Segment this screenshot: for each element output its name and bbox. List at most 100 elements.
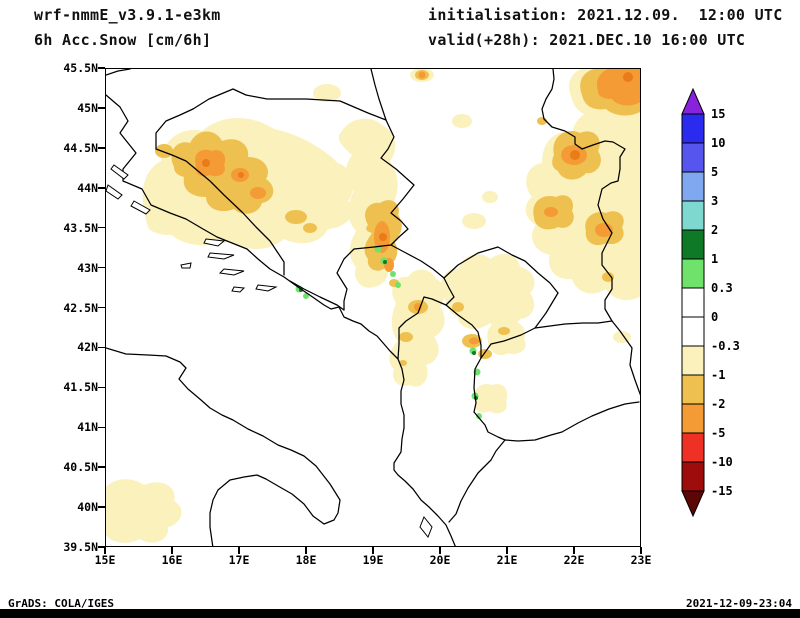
- snow-shading-orange: [195, 69, 640, 345]
- island: [255, 284, 278, 292]
- lat-tick-mark: [98, 386, 105, 389]
- snow-core: [238, 172, 244, 178]
- colorbar-segment: [681, 316, 705, 347]
- lon-tick-label: 22E: [563, 553, 585, 567]
- dark-green-max-dot: [383, 260, 387, 264]
- border-montenegro-kosovo-albania: [397, 277, 455, 360]
- snow-patch: [502, 295, 518, 307]
- island: [203, 238, 226, 247]
- colorbar-level-label: -5: [711, 426, 725, 440]
- snow-patch-moderate: [478, 349, 492, 359]
- lon-tick-label: 18E: [295, 553, 317, 567]
- grads-credit: GrADS: COLA/IGES: [8, 597, 114, 610]
- lat-tick-mark: [98, 426, 105, 428]
- colorbar-segment: [681, 461, 705, 492]
- lon-tick-mark: [573, 547, 575, 554]
- snow-patch-strong: [418, 71, 426, 79]
- snow-patch: [462, 213, 486, 229]
- snow-patch-strong: [544, 207, 558, 217]
- lat-tick-label: 39.5N: [63, 540, 98, 554]
- colorbar-segment: [681, 171, 705, 202]
- lat-tick-label: 41.5N: [63, 380, 98, 395]
- lat-tick-mark: [98, 546, 105, 548]
- model-title: wrf-nmmE_v3.9.1-e3km: [34, 6, 221, 24]
- lat-tick-label: 43.5N: [63, 220, 98, 235]
- lon-tick-label: 15E: [94, 553, 116, 567]
- colorbar-level-label: 2: [711, 223, 718, 237]
- lat-tick-label: 40N: [77, 500, 98, 515]
- island: [207, 252, 235, 260]
- border-kosovo-macedonia: [480, 292, 559, 359]
- snow-shading-deep-orange: [202, 72, 633, 241]
- colorbar-segment: [681, 403, 705, 434]
- colorbar-level-label: 3: [711, 194, 718, 208]
- lon-tick-mark: [506, 547, 508, 554]
- snow-patch: [313, 84, 341, 102]
- colorbar-segment: [681, 258, 705, 289]
- colorbar-segment: [681, 113, 705, 144]
- border-serbia-macedonia: [534, 320, 613, 329]
- colorbar-level-label: 10: [711, 136, 725, 150]
- island-corfu: [419, 516, 433, 538]
- border-croatia-bosnia-south: [289, 280, 345, 311]
- snow-patch: [452, 114, 472, 128]
- lon-tick-mark: [238, 547, 240, 554]
- colorbar-level-label: 5: [711, 165, 718, 179]
- lon-tick-label: 21E: [496, 553, 518, 567]
- island: [106, 184, 123, 200]
- map-svg: [106, 69, 640, 546]
- map-plot-area: [105, 68, 641, 547]
- snow-patch-moderate: [285, 210, 307, 224]
- snow-patch-moderate: [155, 144, 173, 158]
- green-max-dot: [395, 282, 401, 288]
- valid-time-label: valid(+28h): 2021.DEC.10 16:00 UTC: [428, 31, 746, 49]
- lon-tick-mark: [171, 547, 173, 554]
- island: [130, 200, 151, 215]
- snow-patch-moderate: [498, 327, 510, 335]
- init-time-label: initialisation: 2021.12.09. 12:00 UTC: [428, 6, 783, 24]
- colorbar-arrow-down-icon: [681, 490, 705, 518]
- colorbar-level-label: 0.3: [711, 281, 733, 295]
- snow-core: [202, 159, 210, 167]
- lat-tick-label: 42N: [77, 340, 98, 355]
- lon-tick-label: 20E: [429, 553, 451, 567]
- coastlines: [106, 94, 456, 546]
- coastline-adriatic-east: [106, 94, 456, 546]
- colorbar-level-label: -2: [711, 397, 725, 411]
- snow-patch: [106, 479, 182, 543]
- snow-patch-strong: [195, 149, 226, 177]
- snow-patch-moderate: [303, 223, 317, 233]
- colorbar-segment: [681, 432, 705, 463]
- snow-patch: [487, 321, 526, 356]
- lat-tick-mark: [98, 67, 105, 69]
- lat-tick-mark: [98, 226, 105, 229]
- snow-patch-strong: [250, 187, 266, 199]
- colorbar-segment: [681, 142, 705, 173]
- colorbar-level-label: 1: [711, 252, 718, 266]
- green-max-dot: [390, 271, 396, 277]
- border-macedonia-bulgaria: [611, 320, 640, 396]
- colorbar-segment: [681, 345, 705, 376]
- country-borders: [106, 69, 640, 523]
- lat-tick-mark: [98, 506, 105, 508]
- lat-tick-label: 44N: [77, 180, 98, 195]
- snow-patch: [482, 191, 498, 203]
- colorbar-level-label: 0: [711, 310, 718, 324]
- border-drina-bosnia-serbia: [380, 119, 415, 246]
- variable-title: 6h Acc.Snow [cm/6h]: [34, 31, 212, 49]
- border-macedonia-greece: [504, 401, 640, 442]
- lon-tick-mark: [305, 547, 307, 554]
- colorbar-segment: [681, 287, 705, 318]
- snow-patch-moderate: [452, 302, 464, 312]
- lon-tick-label: 17E: [228, 553, 250, 567]
- lat-tick-mark: [98, 306, 105, 309]
- border-croatia-serbia: [370, 69, 387, 121]
- border-bosnia-montenegro: [336, 244, 392, 311]
- green-max-dot: [476, 413, 482, 419]
- border-slovenia-croatia: [106, 69, 131, 76]
- colorbar-level-label: -0.3: [711, 339, 740, 353]
- colorbar-segment: [681, 200, 705, 231]
- island: [231, 286, 246, 293]
- colorbar-segment: [681, 229, 705, 260]
